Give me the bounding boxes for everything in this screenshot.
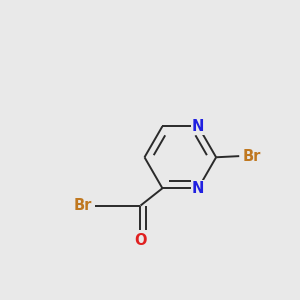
- Text: N: N: [192, 181, 204, 196]
- Text: Br: Br: [243, 148, 261, 164]
- Text: O: O: [134, 233, 147, 248]
- Text: Br: Br: [74, 198, 92, 213]
- Text: N: N: [192, 119, 204, 134]
